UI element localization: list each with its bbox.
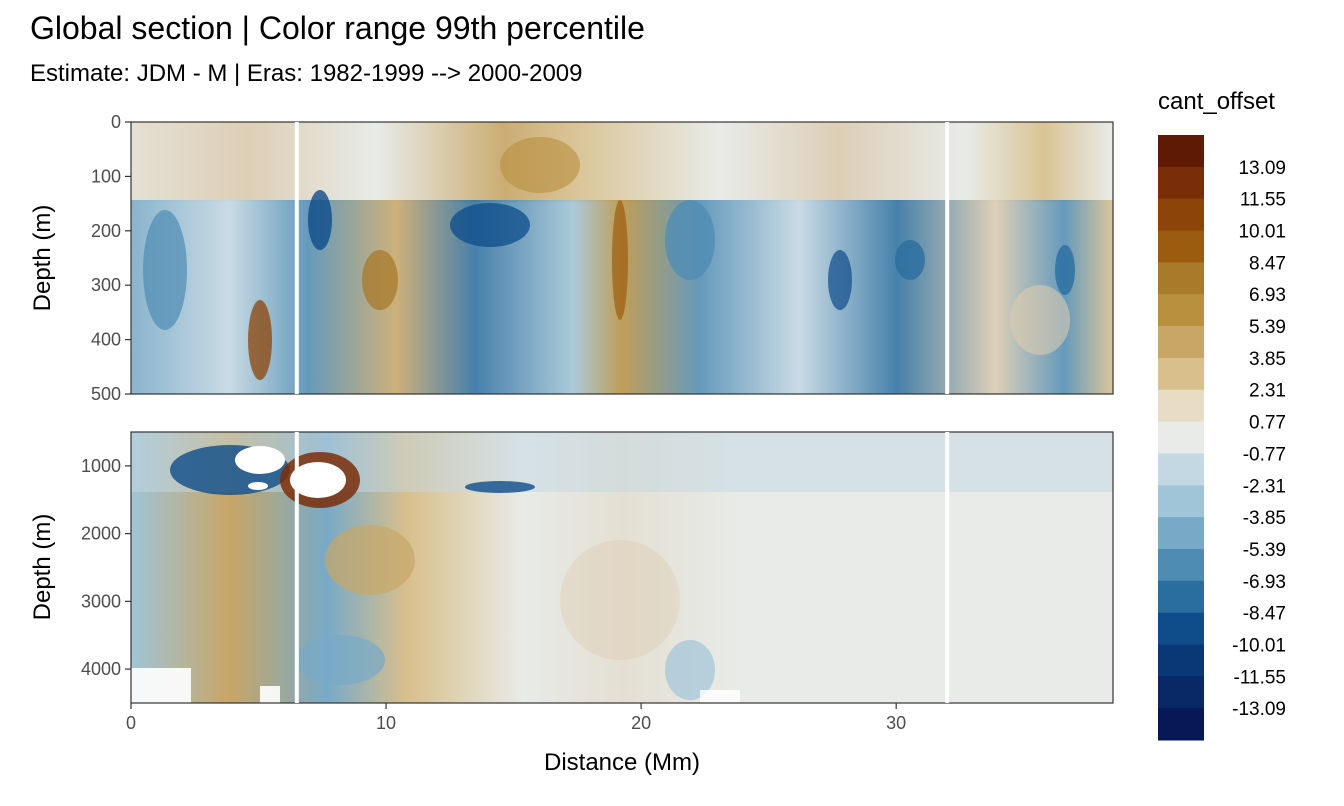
legend-swatch bbox=[1158, 612, 1204, 645]
chart-title: Global section | Color range 99th percen… bbox=[30, 10, 645, 46]
legend-label: 10.01 bbox=[1238, 222, 1286, 243]
y-tick-label: 0 bbox=[111, 112, 121, 132]
x-axis-title: Distance (Mm) bbox=[544, 749, 700, 776]
x-axis: 0 10 20 30 bbox=[126, 703, 906, 733]
legend-label: 8.47 bbox=[1249, 253, 1286, 274]
legend-swatch bbox=[1158, 294, 1204, 327]
x-tick-label: 20 bbox=[631, 713, 651, 733]
legend-swatch bbox=[1158, 421, 1204, 454]
legend-swatch bbox=[1158, 166, 1204, 200]
legend-label: -13.09 bbox=[1232, 699, 1286, 720]
legend-swatch bbox=[1158, 135, 1204, 168]
lower-panel-border bbox=[130, 431, 1114, 704]
y-tick-label: 200 bbox=[91, 221, 121, 241]
x-tick-label: 0 bbox=[126, 713, 136, 733]
section-breaks bbox=[294, 122, 950, 703]
legend-swatch bbox=[1158, 262, 1204, 295]
y-tick-label: 1000 bbox=[81, 456, 121, 476]
legend-swatch bbox=[1158, 644, 1204, 677]
y-tick-label: 3000 bbox=[81, 591, 121, 611]
legend-label: 13.09 bbox=[1238, 158, 1286, 179]
legend-label: -6.93 bbox=[1243, 572, 1286, 593]
upper-panel-border bbox=[130, 121, 1114, 395]
y-tick-label: 400 bbox=[91, 330, 121, 350]
chart-subtitle: Estimate: JDM - M | Eras: 1982-1999 --> … bbox=[30, 60, 583, 87]
y-tick-label: 4000 bbox=[81, 659, 121, 679]
legend-swatch bbox=[1158, 580, 1204, 614]
y-axis: 0 100 200 300 400 500 1000 2000 3000 4000 bbox=[81, 112, 131, 679]
legend-swatch bbox=[1158, 389, 1204, 423]
x-tick-label: 10 bbox=[376, 713, 396, 733]
y-axis-title-lower: Depth (m) bbox=[29, 514, 56, 621]
legend-label: -11.55 bbox=[1234, 667, 1286, 688]
legend-label: -8.47 bbox=[1243, 604, 1286, 625]
legend-swatch bbox=[1158, 326, 1204, 359]
legend-swatch bbox=[1158, 357, 1204, 391]
legend-label: 2.31 bbox=[1249, 381, 1286, 402]
y-tick-label: 2000 bbox=[81, 524, 121, 544]
legend-label: -3.85 bbox=[1243, 508, 1286, 529]
legend-swatch bbox=[1158, 708, 1204, 741]
y-axis-title-upper: Depth (m) bbox=[29, 205, 56, 312]
x-tick-label: 30 bbox=[886, 713, 906, 733]
legend-swatch bbox=[1158, 230, 1204, 263]
legend-label: -5.39 bbox=[1243, 540, 1286, 561]
legend: 13.09 11.55 10.01 8.47 6.93 5.39 3.85 2.31 0.77 -… bbox=[1158, 135, 1286, 741]
legend-label: 0.77 bbox=[1249, 413, 1286, 434]
legend-swatch bbox=[1158, 485, 1204, 518]
legend-label: -10.01 bbox=[1232, 635, 1286, 656]
legend-swatch bbox=[1158, 517, 1204, 550]
legend-label: 11.55 bbox=[1240, 190, 1286, 211]
legend-label: 3.85 bbox=[1249, 349, 1286, 370]
y-tick-label: 500 bbox=[91, 384, 121, 404]
legend-label: 6.93 bbox=[1249, 285, 1286, 306]
y-tick-label: 100 bbox=[91, 166, 121, 186]
legend-title: cant_offset bbox=[1158, 88, 1275, 115]
legend-label: 5.39 bbox=[1249, 317, 1286, 338]
legend-swatch bbox=[1158, 198, 1204, 232]
legend-label: -2.31 bbox=[1243, 476, 1286, 497]
upper-panel bbox=[131, 122, 1113, 394]
legend-swatch bbox=[1158, 453, 1204, 486]
lower-panel bbox=[131, 432, 1113, 703]
y-tick-label: 300 bbox=[91, 275, 121, 295]
legend-swatch bbox=[1158, 676, 1204, 709]
legend-label: -0.77 bbox=[1243, 444, 1286, 465]
legend-swatch bbox=[1158, 548, 1204, 582]
